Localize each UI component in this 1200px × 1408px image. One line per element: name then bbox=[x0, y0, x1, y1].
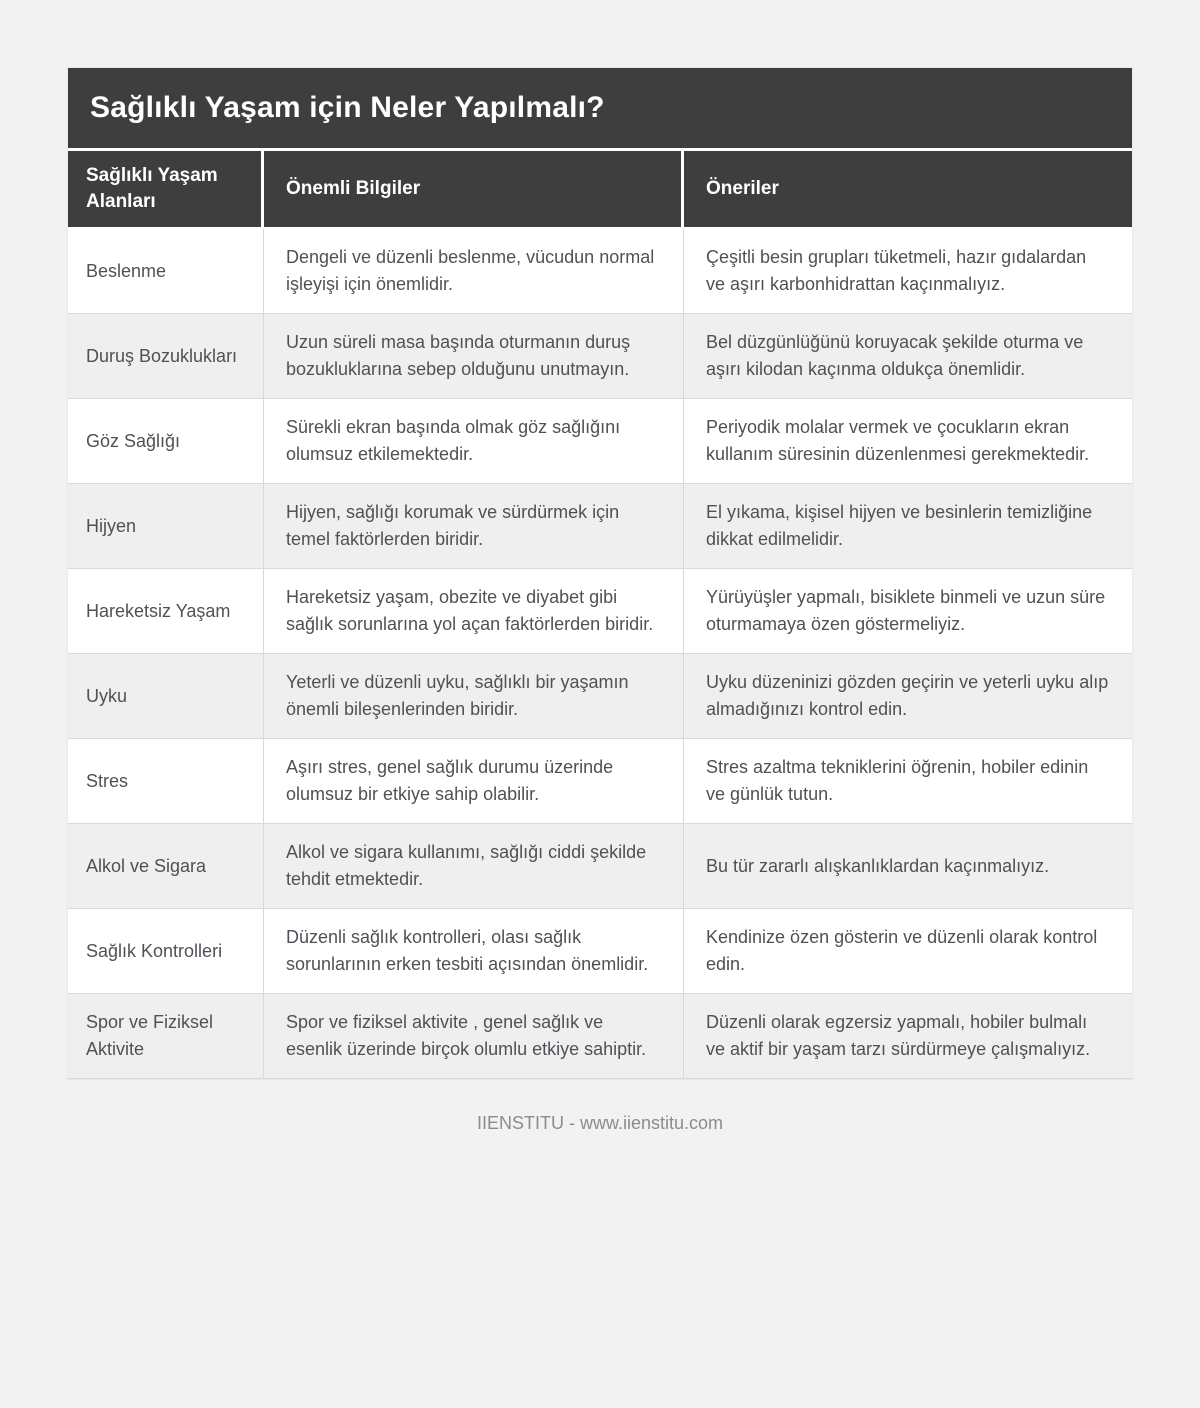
suggestion-cell: Bel düzgünlüğünü koruyacak şekilde oturm… bbox=[684, 314, 1132, 399]
area-cell: Göz Sağlığı bbox=[68, 399, 264, 484]
info-cell: Hareketsiz yaşam, obezite ve diyabet gib… bbox=[264, 569, 684, 654]
table-row: Göz Sağlığı Sürekli ekran başında olmak … bbox=[68, 399, 1132, 484]
suggestion-cell: Çeşitli besin grupları tüketmeli, hazır … bbox=[684, 229, 1132, 314]
area-cell: Duruş Bozuklukları bbox=[68, 314, 264, 399]
area-cell: Hareketsiz Yaşam bbox=[68, 569, 264, 654]
table-row: Uyku Yeterli ve düzenli uyku, sağlıklı b… bbox=[68, 654, 1132, 739]
suggestion-cell: Yürüyüşler yapmalı, bisiklete binmeli ve… bbox=[684, 569, 1132, 654]
column-header-areas: Sağlıklı Yaşam Alanları bbox=[68, 151, 264, 229]
suggestion-cell: Kendinize özen gösterin ve düzenli olara… bbox=[684, 909, 1132, 994]
info-cell: Alkol ve sigara kullanımı, sağlığı ciddi… bbox=[264, 824, 684, 909]
suggestion-cell: Düzenli olarak egzersiz yapmalı, hobiler… bbox=[684, 994, 1132, 1079]
table-row: Stres Aşırı stres, genel sağlık durumu ü… bbox=[68, 739, 1132, 824]
info-cell: Yeterli ve düzenli uyku, sağlıklı bir ya… bbox=[264, 654, 684, 739]
table-row: Hareketsiz Yaşam Hareketsiz yaşam, obezi… bbox=[68, 569, 1132, 654]
suggestion-cell: Bu tür zararlı alışkanlıklardan kaçınmal… bbox=[684, 824, 1132, 909]
info-cell: Aşırı stres, genel sağlık durumu üzerind… bbox=[264, 739, 684, 824]
header-row: Sağlıklı Yaşam Alanları Önemli Bilgiler … bbox=[68, 151, 1132, 229]
info-cell: Hijyen, sağlığı korumak ve sürdürmek içi… bbox=[264, 484, 684, 569]
suggestion-cell: El yıkama, kişisel hijyen ve besinlerin … bbox=[684, 484, 1132, 569]
area-cell: Sağlık Kontrolleri bbox=[68, 909, 264, 994]
info-cell: Spor ve fiziksel aktivite , genel sağlık… bbox=[264, 994, 684, 1079]
suggestion-cell: Uyku düzeninizi gözden geçirin ve yeterl… bbox=[684, 654, 1132, 739]
table-row: Beslenme Dengeli ve düzenli beslenme, vü… bbox=[68, 229, 1132, 314]
table-body: Beslenme Dengeli ve düzenli beslenme, vü… bbox=[68, 229, 1132, 1079]
column-header-suggestions: Öneriler bbox=[684, 151, 1132, 229]
table-row: Duruş Bozuklukları Uzun süreli masa başı… bbox=[68, 314, 1132, 399]
footer-text: IIENSTITU - www.iienstitu.com bbox=[476, 1113, 724, 1133]
info-cell: Uzun süreli masa başında oturmanın duruş… bbox=[264, 314, 684, 399]
area-cell: Spor ve Fiziksel Aktivite bbox=[68, 994, 264, 1079]
table-row: Spor ve Fiziksel Aktivite Spor ve fiziks… bbox=[68, 994, 1132, 1079]
info-cell: Düzenli sağlık kontrolleri, olası sağlık… bbox=[264, 909, 684, 994]
page-title: Sağlıklı Yaşam için Neler Yapılmalı? bbox=[68, 68, 1132, 148]
table-row: Sağlık Kontrolleri Düzenli sağlık kontro… bbox=[68, 909, 1132, 994]
suggestion-cell: Periyodik molalar vermek ve çocukların e… bbox=[684, 399, 1132, 484]
table-row: Alkol ve Sigara Alkol ve sigara kullanım… bbox=[68, 824, 1132, 909]
table-row: Hijyen Hijyen, sağlığı korumak ve sürdür… bbox=[68, 484, 1132, 569]
area-cell: Hijyen bbox=[68, 484, 264, 569]
area-cell: Alkol ve Sigara bbox=[68, 824, 264, 909]
area-cell: Uyku bbox=[68, 654, 264, 739]
area-cell: Stres bbox=[68, 739, 264, 824]
info-cell: Dengeli ve düzenli beslenme, vücudun nor… bbox=[264, 229, 684, 314]
suggestion-cell: Stres azaltma tekniklerini öğrenin, hobi… bbox=[684, 739, 1132, 824]
area-cell: Beslenme bbox=[68, 229, 264, 314]
column-header-info: Önemli Bilgiler bbox=[264, 151, 684, 229]
info-cell: Sürekli ekran başında olmak göz sağlığın… bbox=[264, 399, 684, 484]
healthy-living-table: Sağlıklı Yaşam Alanları Önemli Bilgiler … bbox=[68, 151, 1132, 1079]
document: Sağlıklı Yaşam için Neler Yapılmalı? Sağ… bbox=[68, 0, 1132, 1174]
table-sheet: Sağlıklı Yaşam için Neler Yapılmalı? Sağ… bbox=[68, 68, 1132, 1079]
